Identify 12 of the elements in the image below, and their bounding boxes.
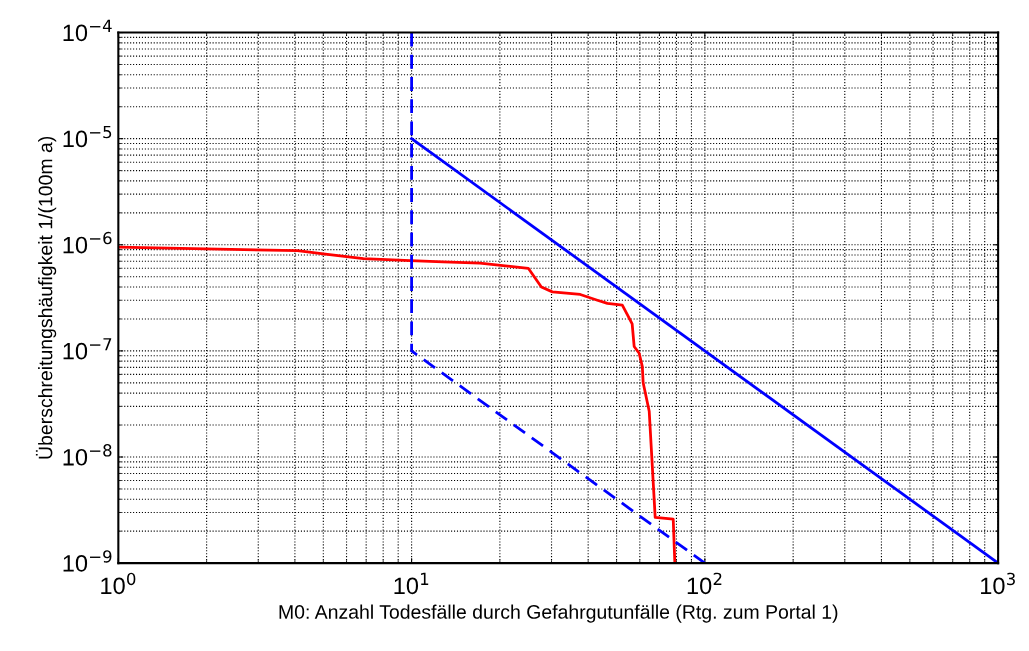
x-tick-label: 10$^{2}$	[687, 572, 722, 595]
x-tick-label: 10$^{1}$	[394, 572, 429, 595]
x-axis-title: M0: Anzahl Todesfälle durch Gefahrgutunfälle (Rtg. zum Portal 1)	[279, 604, 838, 623]
y-tick-label: 10$^{−6}$	[63, 231, 112, 254]
x-tick-label: 10$^{0}$	[101, 572, 136, 595]
y-axis-title: Überschreitungshäufigkeit 1/(100m a)	[35, 136, 57, 459]
y-tick-label: 10$^{−4}$	[63, 19, 112, 42]
y-tick-label: 10$^{−7}$	[63, 338, 112, 360]
x-tick-label: 10$^{3}$	[981, 572, 1015, 595]
y-tick-label: 10$^{−5}$	[63, 125, 112, 148]
y-tick-label: 10$^{−9}$	[63, 550, 112, 572]
y-tick-label: 10$^{−8}$	[63, 444, 112, 466]
